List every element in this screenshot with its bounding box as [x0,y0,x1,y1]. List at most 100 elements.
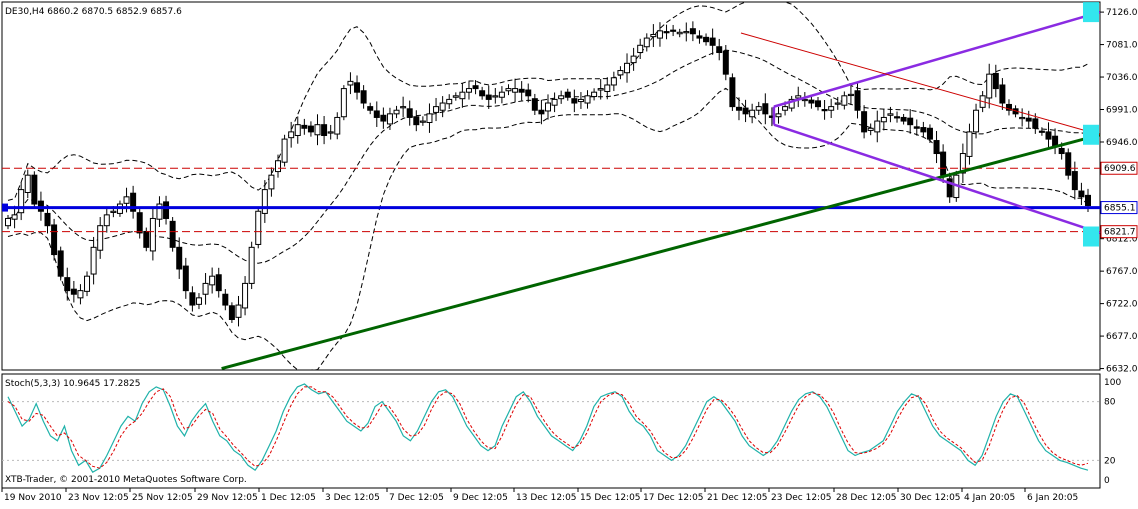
candle[interactable] [228,305,235,320]
candle[interactable] [426,113,433,124]
candle[interactable] [275,160,281,173]
candle[interactable] [992,72,999,90]
candle[interactable] [5,217,11,227]
candle[interactable] [847,93,854,97]
candle[interactable] [465,88,472,93]
candle[interactable] [880,116,887,123]
candle[interactable] [801,98,808,102]
candle[interactable] [498,91,505,98]
candle[interactable] [235,304,242,318]
candle[interactable] [512,88,519,93]
candle[interactable] [755,106,762,111]
candle[interactable] [472,85,479,90]
candle[interactable] [354,82,361,93]
candle[interactable] [564,91,571,98]
candle[interactable] [505,88,512,92]
candle[interactable] [986,73,993,99]
candle[interactable] [268,174,275,190]
candle[interactable] [815,100,821,108]
candle[interactable] [828,106,835,111]
candle[interactable] [413,116,420,126]
candle[interactable] [84,275,91,292]
candle[interactable] [90,246,97,275]
candle[interactable] [663,31,670,34]
candle[interactable] [913,126,920,129]
candle[interactable] [1078,190,1085,198]
candle[interactable] [795,95,802,99]
candle[interactable] [867,127,874,131]
candle[interactable] [722,50,729,75]
candle[interactable] [775,113,782,118]
candle[interactable] [676,31,683,35]
candle[interactable] [485,94,492,100]
candle[interactable] [433,106,440,113]
candle[interactable] [334,116,341,135]
trend-line-channel_upper[interactable] [773,10,1101,108]
candle[interactable] [24,174,31,193]
candle[interactable] [18,189,25,214]
candle[interactable] [551,98,558,106]
candle[interactable] [479,90,486,97]
candle[interactable] [1071,171,1078,191]
candle[interactable] [808,99,815,104]
candle[interactable] [538,109,545,115]
candle[interactable] [525,89,532,97]
candle[interactable] [584,95,591,104]
candle[interactable] [959,153,966,174]
candle[interactable] [716,46,723,54]
candle[interactable] [459,91,466,100]
candle[interactable] [70,288,77,295]
candle[interactable] [261,189,268,214]
candle[interactable] [340,88,347,118]
candle[interactable] [577,98,584,103]
candle[interactable] [202,282,209,295]
candle[interactable] [1019,116,1026,120]
candle[interactable] [1032,118,1039,129]
candle[interactable] [215,274,222,292]
candle[interactable] [861,111,868,133]
candle[interactable] [531,98,538,111]
candle[interactable] [380,114,387,122]
candle[interactable] [360,90,367,104]
candle[interactable] [709,37,716,46]
candle[interactable] [446,98,453,105]
candle[interactable] [307,125,314,133]
candle[interactable] [321,124,328,136]
candle[interactable] [163,201,170,219]
candle[interactable] [920,127,927,133]
candle[interactable] [946,178,953,198]
candle[interactable] [347,80,354,86]
candle[interactable] [907,117,914,126]
candle[interactable] [222,293,229,306]
trend-line-uptrend[interactable] [221,133,1101,371]
candle[interactable] [637,44,644,54]
candle[interactable] [854,90,861,111]
candle[interactable] [11,214,18,220]
candle[interactable] [103,214,110,227]
candle[interactable] [1045,131,1052,140]
candle[interactable] [834,102,841,105]
candle[interactable] [650,33,657,38]
candle[interactable] [597,88,604,91]
candle[interactable] [195,297,202,305]
candle[interactable] [242,282,249,309]
candle[interactable] [156,203,163,220]
candle[interactable] [77,290,84,299]
candle[interactable] [209,275,216,286]
candle[interactable] [130,192,137,212]
candle[interactable] [591,91,598,98]
candle[interactable] [689,28,696,35]
candle[interactable] [439,102,446,111]
trend-lines[interactable] [2,2,1101,371]
candle[interactable] [749,109,756,118]
trend-line-resistance[interactable] [740,32,1101,136]
candle[interactable] [926,127,933,140]
candle[interactable] [558,95,565,100]
candle[interactable] [729,77,736,108]
candle[interactable] [643,37,650,48]
candle[interactable] [742,107,749,115]
candle[interactable] [762,103,769,115]
candle[interactable] [887,113,894,116]
candle[interactable] [670,29,677,32]
candle[interactable] [696,35,703,39]
